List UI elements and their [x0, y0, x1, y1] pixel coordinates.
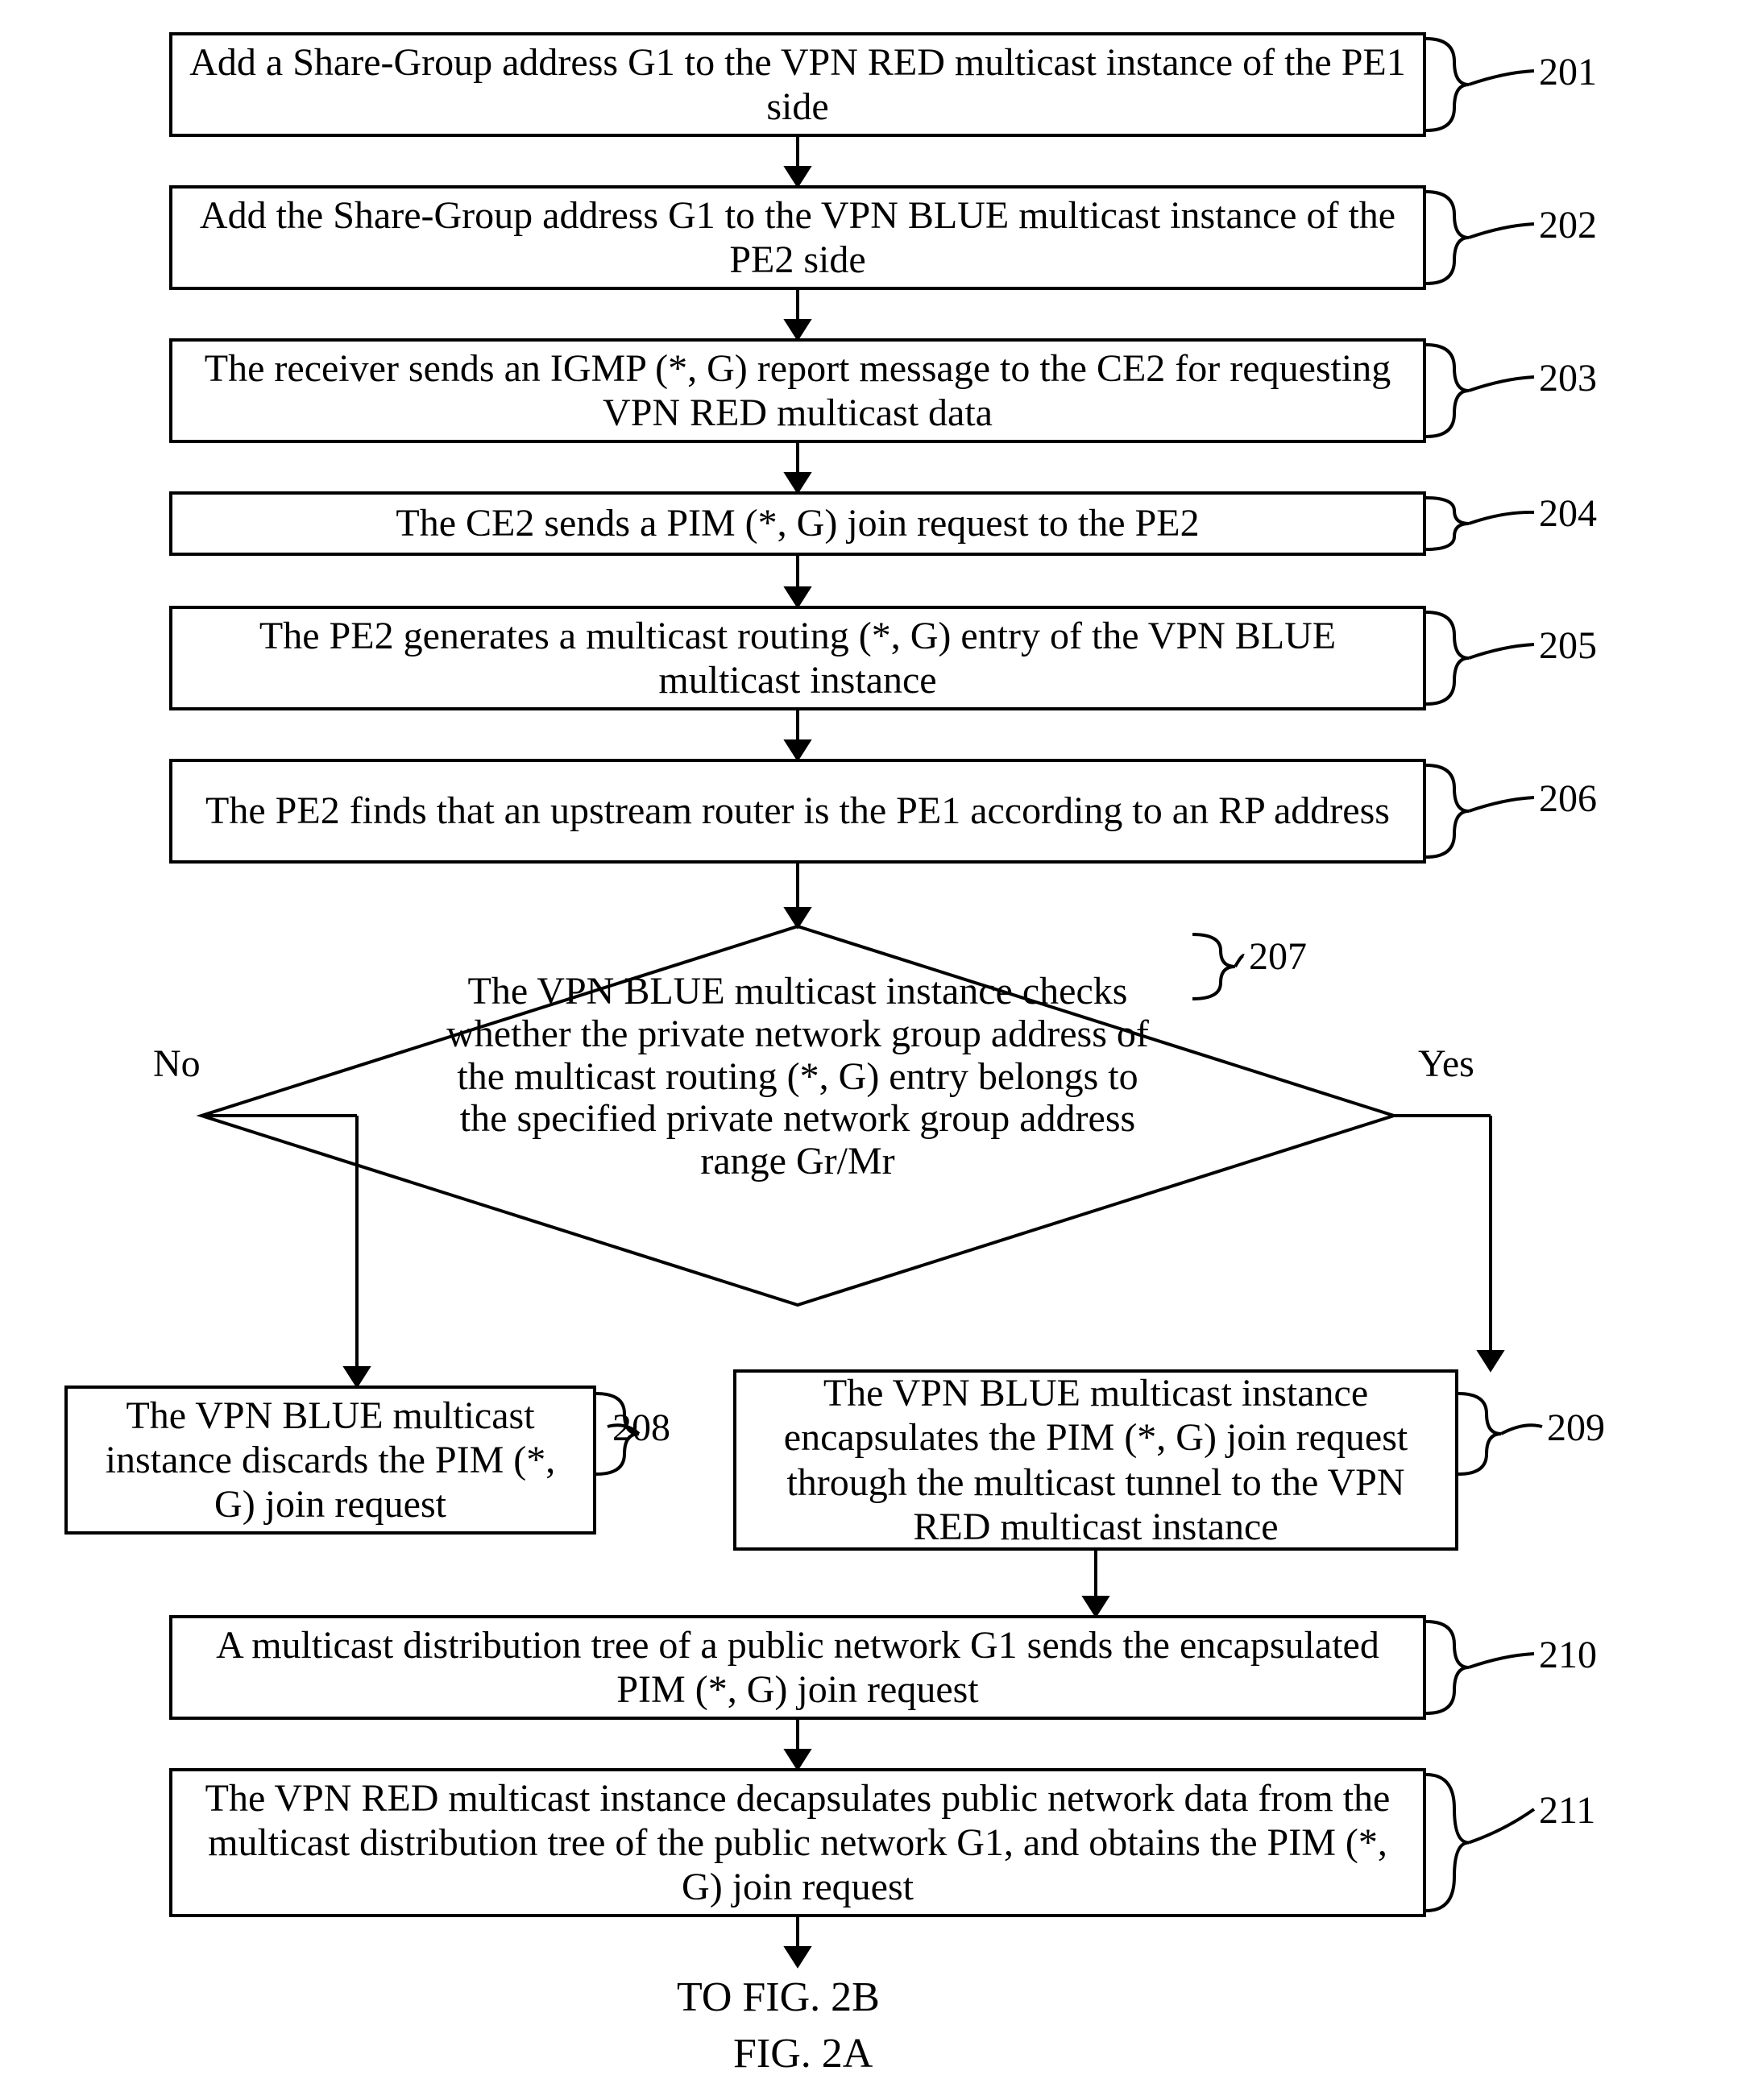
step-211-text: The VPN RED multicast instance decapsula… [185, 1776, 1410, 1910]
step-210-box: A multicast distribution tree of a publi… [169, 1615, 1426, 1720]
step-206-num: 206 [1539, 777, 1597, 821]
step-211-num: 211 [1539, 1788, 1595, 1833]
step-206-text: The PE2 finds that an upstream router is… [205, 789, 1390, 833]
branch-yes-label: Yes [1418, 1043, 1474, 1086]
flowchart-fig-2a: Add a Share-Group address G1 to the VPN … [32, 32, 1718, 2068]
step-205-text: The PE2 generates a multicast routing (*… [185, 614, 1410, 702]
step-208-text: The VPN BLUE multicast instance discards… [81, 1394, 580, 1527]
step-203-num: 203 [1539, 356, 1597, 400]
branch-no-label: No [153, 1043, 201, 1086]
step-209-text: The VPN BLUE multicast instance encapsul… [749, 1371, 1442, 1549]
step-202-box: Add the Share-Group address G1 to the VP… [169, 185, 1426, 290]
step-210-text: A multicast distribution tree of a publi… [185, 1623, 1410, 1712]
step-204-num: 204 [1539, 491, 1597, 536]
step-205-num: 205 [1539, 623, 1597, 668]
figure-caption: FIG. 2A [733, 2030, 873, 2077]
step-203-box: The receiver sends an IGMP (*, G) report… [169, 338, 1426, 443]
step-203-text: The receiver sends an IGMP (*, G) report… [185, 346, 1410, 435]
continuation-label: TO FIG. 2B [677, 1974, 880, 2021]
step-207-num: 207 [1249, 934, 1307, 979]
step-206-box: The PE2 finds that an upstream router is… [169, 759, 1426, 864]
step-210-num: 210 [1539, 1633, 1597, 1677]
step-201-box: Add a Share-Group address G1 to the VPN … [169, 32, 1426, 137]
step-211-box: The VPN RED multicast instance decapsula… [169, 1768, 1426, 1917]
step-201-num: 201 [1539, 50, 1597, 94]
step-208-num: 208 [612, 1406, 670, 1450]
step-209-num: 209 [1547, 1406, 1605, 1450]
step-201-text: Add a Share-Group address G1 to the VPN … [185, 40, 1410, 129]
step-205-box: The PE2 generates a multicast routing (*… [169, 606, 1426, 710]
step-209-box: The VPN BLUE multicast instance encapsul… [733, 1369, 1458, 1551]
step-207-text: The VPN BLUE multicast instance checks w… [435, 971, 1160, 1183]
step-208-box: The VPN BLUE multicast instance discards… [64, 1386, 596, 1535]
step-204-box: The CE2 sends a PIM (*, G) join request … [169, 491, 1426, 556]
step-202-text: Add the Share-Group address G1 to the VP… [185, 193, 1410, 282]
step-204-text: The CE2 sends a PIM (*, G) join request … [396, 501, 1199, 545]
step-202-num: 202 [1539, 203, 1597, 247]
